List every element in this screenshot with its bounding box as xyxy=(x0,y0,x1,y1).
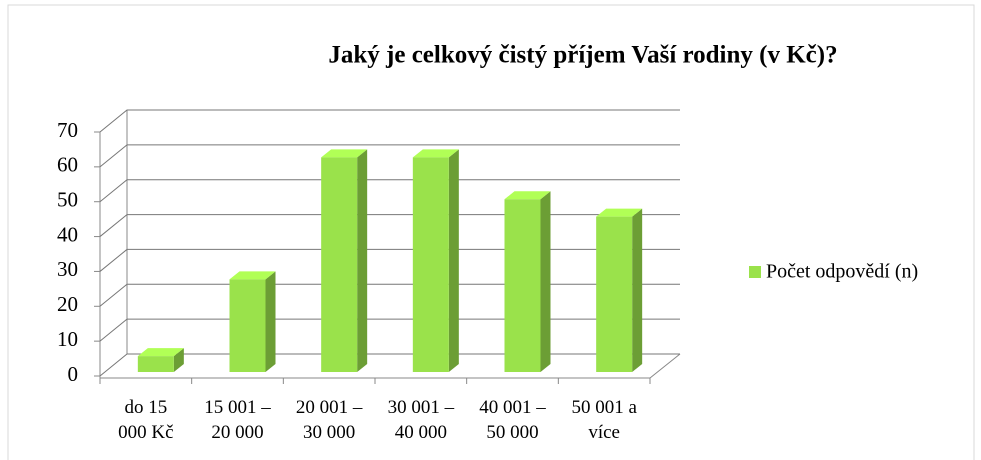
bar-top xyxy=(137,348,184,357)
y-tick-label: 30 xyxy=(57,257,78,281)
bar-top xyxy=(504,191,551,200)
bar-front xyxy=(137,356,174,372)
bar-front xyxy=(229,279,266,372)
bar-front xyxy=(321,157,358,372)
bar-top xyxy=(229,271,276,280)
y-tick-label: 40 xyxy=(57,222,78,246)
grid-line xyxy=(99,144,680,168)
y-tick-label: 10 xyxy=(57,327,78,351)
bar xyxy=(137,348,184,372)
grid-line xyxy=(99,318,680,342)
y-tick-label: 60 xyxy=(57,153,78,177)
chart-border xyxy=(7,4,975,460)
bar-side xyxy=(173,348,184,372)
x-tick-label: do 15 000 Kč xyxy=(118,397,174,443)
bar-top xyxy=(596,208,643,217)
legend-swatch xyxy=(749,266,761,278)
grid-line xyxy=(99,179,680,203)
y-tick-label: 70 xyxy=(57,118,78,142)
x-tick-label: 20 001 – 30 000 xyxy=(295,397,363,443)
chart-title: Jaký je celkový čistý příjem Vaší rodiny… xyxy=(328,42,837,69)
bar xyxy=(504,191,551,372)
x-tick-label: 40 001 – 50 000 xyxy=(479,397,546,443)
x-tick-label: 15 001 – 20 000 xyxy=(204,397,271,443)
bar-top xyxy=(412,149,459,158)
y-tick-label: 50 xyxy=(57,188,78,212)
y-tick-label: 20 xyxy=(57,292,78,316)
bar-side xyxy=(448,149,459,372)
bar-side xyxy=(265,271,276,372)
grid-line xyxy=(99,214,680,237)
bar-side xyxy=(540,191,551,372)
bar-front xyxy=(596,216,633,372)
grid-line xyxy=(99,109,680,133)
bar-side xyxy=(357,149,368,372)
floor-right xyxy=(649,353,681,379)
grid-line xyxy=(99,353,680,377)
bar-side xyxy=(632,208,643,372)
x-tick-label: 30 001 – 40 000 xyxy=(387,397,455,443)
bar-top xyxy=(321,149,368,158)
bar-front xyxy=(504,199,541,372)
bar xyxy=(321,149,368,372)
legend-label: Počet odpovědí (n) xyxy=(766,261,918,283)
x-tick-label: 50 001 a více xyxy=(571,397,637,443)
bar xyxy=(412,149,459,372)
bar-front xyxy=(412,157,449,372)
grid-line xyxy=(99,248,680,272)
grid-line xyxy=(99,283,680,307)
bar xyxy=(229,271,276,372)
bar xyxy=(596,208,643,372)
y-tick-label: 0 xyxy=(68,362,79,386)
